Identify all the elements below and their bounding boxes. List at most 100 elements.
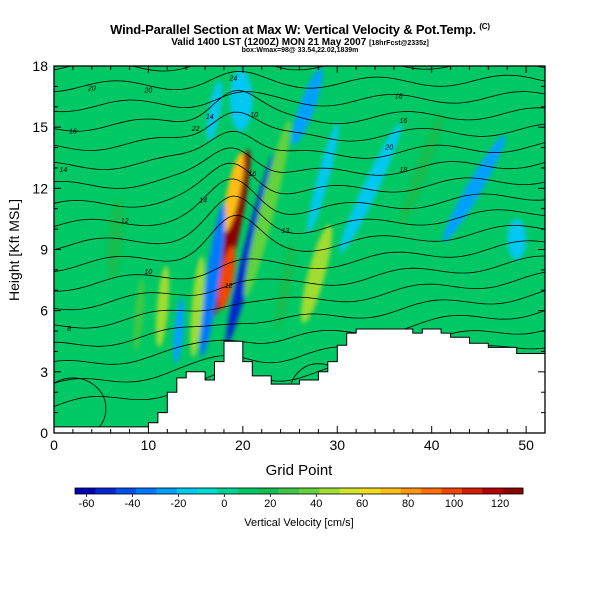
colorbar-tick-label: 40 — [310, 498, 322, 510]
isentrope-label-13: 12 — [121, 218, 129, 225]
isentrope-label-18: 8 — [67, 326, 71, 333]
valid-time-text: Valid 1400 LST (1200Z) MON 21 May 2007 — [171, 37, 367, 48]
isentrope-label-12: 16 — [248, 171, 256, 178]
colorbar-swatch-3 — [136, 488, 157, 494]
isentrope-label-15: 14 — [199, 198, 207, 205]
isentrope-line-7 — [54, 214, 545, 272]
isentrope-label-3: 18 — [395, 94, 403, 101]
x-tick-label: 40 — [424, 437, 440, 453]
chart-title: Wind-Parallel Section at Max W: Vertical… — [0, 22, 600, 37]
colorbar-swatch-1 — [95, 488, 117, 494]
colorbar-tick-label: 100 — [445, 498, 463, 510]
colorbar-tick-label: 80 — [402, 498, 414, 510]
y-tick-label: 6 — [40, 303, 48, 319]
x-tick-label: 50 — [518, 437, 534, 453]
colorbar-swatch-10 — [278, 488, 300, 494]
y-axis-label: Height [Kft MSL] — [6, 199, 22, 301]
isentrope-line-2 — [54, 310, 545, 365]
isentrope-label-7: 20 — [384, 145, 393, 152]
colorbar-swatch-7 — [217, 488, 239, 494]
velocity-cell-15 — [229, 70, 253, 132]
isentrope-label-6: 16 — [399, 118, 407, 125]
isentrope-line-4 — [54, 271, 545, 329]
isentrope-label-4: 16 — [69, 128, 77, 135]
colorbar-tick-label: 20 — [264, 498, 276, 510]
velocity-cell-4 — [200, 203, 226, 357]
isentrope-line-1 — [54, 329, 545, 384]
isentrope-label-14: 13 — [281, 228, 289, 235]
plot-area: 20 20 24 18 16 22 16 20 14 10 18 14 16 12 13 14 10 12 8 — [54, 66, 545, 433]
x-tick-label: 30 — [329, 437, 345, 453]
isentrope-label-11: 14 — [206, 114, 214, 121]
colorbar-tick-label: 60 — [356, 498, 368, 510]
velocity-cell-19 — [206, 80, 223, 141]
isentrope-labels: 20 20 24 18 16 22 16 20 14 10 18 14 16 12 13 14 10 12 8 — [60, 75, 408, 333]
x-tick-label: 20 — [235, 437, 251, 453]
velocity-cell-5 — [190, 255, 205, 358]
isentrope-label-0: 20 — [87, 85, 96, 92]
forecast-info-text: [18hrFcst@2335z] — [369, 40, 429, 47]
colorbar-swatch-14 — [360, 488, 381, 494]
y-tick-label: 0 — [40, 425, 48, 441]
copyright-mark: (C) — [479, 22, 490, 31]
isentrope-label-16: 10 — [145, 269, 153, 276]
isentrope-line-12 — [54, 130, 545, 171]
chart-subtitle: Valid 1400 LST (1200Z) MON 21 May 2007 [… — [0, 37, 600, 48]
isentrope-line-10 — [54, 162, 545, 208]
terrain-mask — [54, 328, 545, 433]
velocity-cell-7 — [275, 242, 295, 331]
y-tick-label: 3 — [40, 364, 48, 380]
velocity-cell-10 — [173, 298, 185, 364]
isentrope-label-10: 18 — [399, 167, 407, 174]
velocity-cell-12 — [307, 122, 339, 234]
colorbar-swatch-20 — [482, 488, 503, 494]
isentrope-line-3 — [54, 290, 545, 347]
colorbar-swatch-17 — [421, 488, 442, 494]
isentrope-label-1: 20 — [144, 88, 153, 95]
colorbar-tick-label: -60 — [79, 498, 95, 510]
isentrope-line-9 — [54, 178, 545, 227]
chart-subtitle-2: box:Wmax=98@ 33.54,22.02,1839m — [241, 47, 359, 54]
x-tick-label: 10 — [141, 437, 157, 453]
isentrope-line-14 — [54, 89, 545, 132]
isentrope-lines — [54, 66, 545, 433]
colorbar-label: Vertical Velocity [cm/s] — [244, 517, 353, 529]
isentrope-label-2: 24 — [229, 75, 238, 82]
colorbar-swatch-9 — [258, 488, 279, 494]
colorbar-swatch-16 — [400, 488, 422, 494]
colorbar-swatch-19 — [461, 488, 483, 494]
colorbar-swatch-21 — [502, 488, 524, 494]
velocity-cell-20 — [107, 198, 124, 280]
colorbar-swatch-4 — [156, 488, 178, 494]
colorbar-swatch-13 — [339, 488, 361, 494]
colorbar-tick-label: 0 — [221, 498, 227, 510]
velocity-cell-6 — [244, 119, 291, 298]
colorbar-swatch-12 — [319, 488, 341, 494]
colorbar-tick-label: 120 — [491, 498, 509, 510]
colorbar-swatch-8 — [237, 488, 259, 494]
isentrope-label-9: 10 — [250, 112, 258, 119]
colorbar-swatch-15 — [380, 488, 402, 494]
y-tick-label: 12 — [32, 180, 48, 196]
y-tick-label: 15 — [32, 119, 48, 135]
isentrope-line-15 — [54, 91, 545, 113]
colorbar: -60 -40 -20 0 20 40 60 80 100 120 — [74, 487, 524, 510]
isentrope-line-16 — [54, 70, 545, 93]
isentrope-line-13 — [54, 111, 545, 151]
colorbar-swatch-6 — [197, 488, 218, 494]
x-axis-label: Grid Point — [266, 462, 334, 479]
velocity-cell-18 — [400, 110, 445, 226]
y-tick-label: 9 — [40, 242, 48, 258]
chart-title-text: Wind-Parallel Section at Max W: Vertical… — [110, 22, 476, 37]
colorbar-swatch-18 — [441, 488, 463, 494]
colorbar-swatch-11 — [299, 488, 320, 494]
colorbar-tick-label: -40 — [124, 498, 140, 510]
velocity-cell-14 — [291, 68, 323, 146]
velocity-cell-21 — [375, 265, 404, 315]
x-axis: 0 10 20 30 40 50 — [50, 66, 546, 453]
velocity-cell-17 — [507, 218, 527, 260]
isentrope-line-6 — [54, 240, 545, 292]
y-tick-label: 18 — [32, 58, 48, 74]
colorbar-frame — [74, 487, 524, 495]
